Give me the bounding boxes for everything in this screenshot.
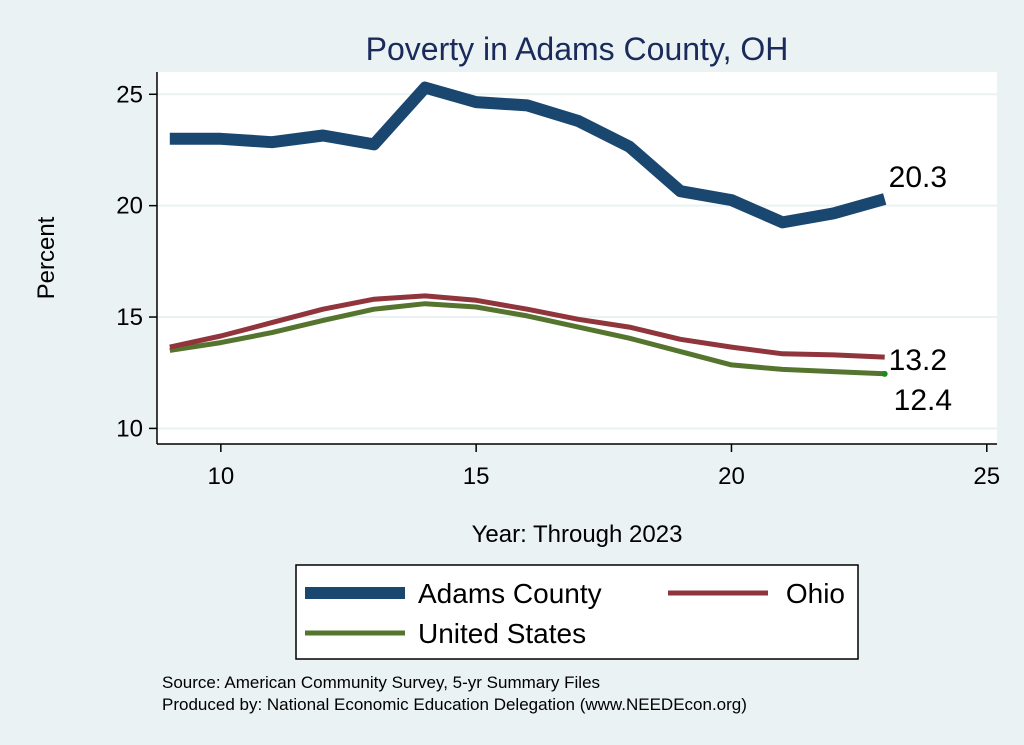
legend-label-ohio: Ohio [786, 578, 845, 609]
endpoint-marker-united-states [881, 370, 888, 377]
plot-area [157, 72, 997, 444]
series-line-adams-county [169, 81, 887, 229]
y-tick-label-25: 25 [116, 81, 143, 108]
axes: 10 15 20 25 10 15 20 25 [116, 72, 1000, 490]
series-line-united-states [169, 301, 885, 377]
x-tick-label-25: 25 [973, 463, 1000, 490]
y-tick-label-15: 15 [116, 304, 143, 331]
end-label-ohio: 13.2 [889, 344, 947, 377]
end-label-adams-county: 20.3 [889, 161, 947, 194]
source-note: Source: American Community Survey, 5-yr … [162, 673, 600, 692]
chart-title: Poverty in Adams County, OH [366, 31, 789, 67]
y-tick-label-10: 10 [116, 415, 143, 442]
produced-by-note: Produced by: National Economic Education… [162, 695, 747, 714]
legend: Adams County Ohio United States [295, 564, 859, 660]
x-tick-label-10: 10 [207, 463, 234, 490]
end-label-united-states: 12.4 [894, 384, 952, 417]
y-tick-label-20: 20 [116, 193, 143, 220]
legend-label-united-states: United States [418, 618, 586, 649]
y-axis-label: Percent [33, 216, 60, 299]
x-tick-label-20: 20 [718, 463, 745, 490]
data-series [169, 81, 888, 377]
legend-box [295, 564, 859, 660]
x-tick-label-15: 15 [463, 463, 490, 490]
legend-label-adams-county: Adams County [418, 578, 602, 609]
x-axis-label: Year: Through 2023 [472, 521, 683, 548]
end-labels: 20.3 13.2 12.4 [889, 161, 952, 417]
series-line-ohio [169, 293, 885, 360]
